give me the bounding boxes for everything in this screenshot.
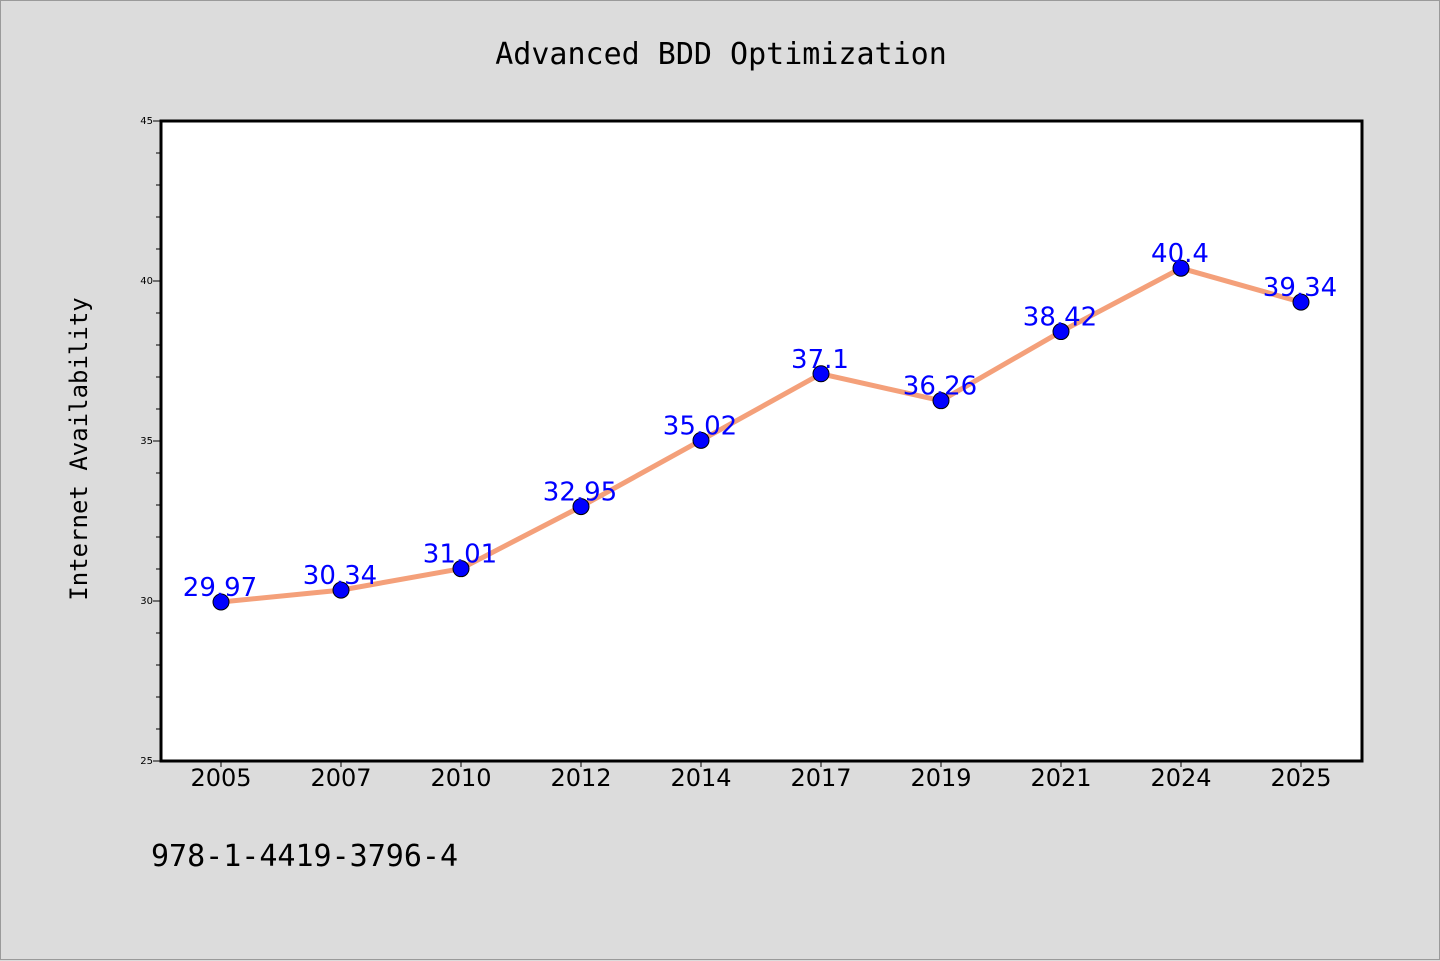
x-tick-label: 2005 <box>190 764 251 792</box>
y-tick-label: 40 <box>140 276 153 287</box>
y-axis-label: Internet Availability <box>65 297 93 600</box>
data-point <box>932 392 950 410</box>
y-tick-label: 30 <box>140 596 153 607</box>
data-label: 36.26 <box>903 372 977 402</box>
data-label: 29.97 <box>183 573 257 603</box>
data-label: 37.1 <box>791 345 849 375</box>
y-axis: 25 30 35 40 45 <box>140 116 161 767</box>
series-layer: 29.97 30.34 31.01 32.95 35.02 37.1 36.26 38.42 4… <box>183 239 1337 611</box>
x-tick-label: 2025 <box>1270 764 1331 792</box>
data-point <box>1172 259 1190 277</box>
chart-title: Advanced BDD Optimization <box>495 37 947 72</box>
plot-area <box>161 121 1362 761</box>
data-point <box>212 593 230 611</box>
data-point <box>452 560 470 578</box>
plot-frame <box>159 119 1364 763</box>
data-point <box>1052 323 1070 341</box>
data-label: 32.95 <box>543 478 617 508</box>
data-label: 30.34 <box>303 561 377 591</box>
x-tick-label: 2021 <box>1030 764 1091 792</box>
data-label: 40.4 <box>1151 239 1209 269</box>
data-label: 39.34 <box>1263 273 1337 303</box>
data-point <box>812 365 830 383</box>
y-tick-label: 45 <box>140 116 153 127</box>
y-tick-label: 35 <box>140 436 153 447</box>
x-axis: 2005 2007 2010 2012 2014 2017 2019 2021 2024 2025 <box>190 761 1332 792</box>
data-label: 31.01 <box>423 540 497 570</box>
series-line <box>218 265 1304 605</box>
data-point <box>572 498 590 516</box>
x-tick-label: 2012 <box>550 764 611 792</box>
data-label: 35.02 <box>663 411 737 441</box>
x-tick-label: 2019 <box>910 764 971 792</box>
x-tick-label: 2010 <box>430 764 491 792</box>
data-point <box>1292 293 1310 311</box>
data-point <box>332 581 350 599</box>
x-tick-label: 2017 <box>790 764 851 792</box>
footer-isbn: 978-1-4419-3796-4 <box>151 839 458 874</box>
data-label: 38.42 <box>1023 303 1097 333</box>
x-tick-label: 2007 <box>310 764 371 792</box>
x-tick-label: 2014 <box>670 764 731 792</box>
y-tick-label: 25 <box>140 756 153 767</box>
data-point <box>692 431 710 449</box>
x-tick-label: 2024 <box>1150 764 1211 792</box>
